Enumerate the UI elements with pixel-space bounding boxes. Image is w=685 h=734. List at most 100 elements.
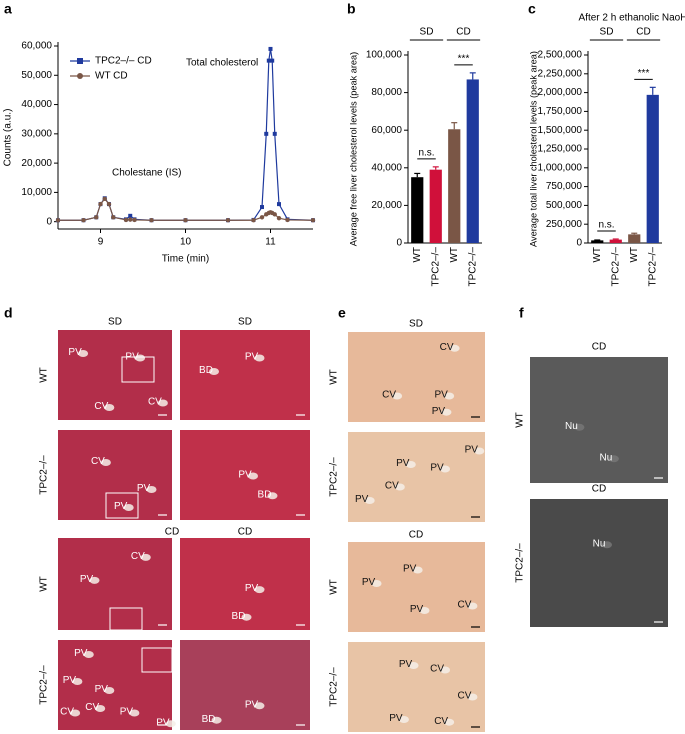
point [102,196,107,202]
row-label: TPC2–/– [515,543,526,583]
bar [448,129,461,243]
column-header: CD [592,484,606,495]
point [272,212,277,217]
image-label: PV [465,445,479,456]
legend-label: TPC2–/– CD [95,56,152,67]
y-tick-label: 2,250,000 [538,68,583,79]
y-tick-label: 40,000 [21,99,52,110]
panel-label: e [338,305,346,321]
vessel [602,541,612,549]
group-label: SD [600,27,614,38]
row-label: WT [329,579,340,595]
row-label: WT [329,369,340,385]
row-label: WT [515,412,526,428]
x-axis-label: Time (min) [162,254,209,265]
column-header: SD [238,317,252,328]
vessel [449,344,460,352]
image-label: CV [385,481,399,492]
vessel [254,586,265,594]
point [55,218,61,223]
vessel [371,580,382,587]
image-label: PV [410,604,424,615]
significance-label: n.s. [598,220,614,231]
vessel [364,497,375,504]
inset-box [141,647,173,673]
panel-label: c [528,1,536,17]
column-header: CD [165,527,179,538]
image-label: CV [382,390,396,401]
micrograph [58,330,172,420]
point [259,215,265,220]
y-tick-label: 750,000 [546,181,583,192]
point [94,215,99,220]
micrograph [348,542,485,632]
vessel [474,447,485,455]
y-tick-label: 1,750,000 [538,106,583,117]
significance-label: *** [638,68,650,79]
image-label: PV [137,483,151,494]
column-header: SD [108,317,122,328]
image-label: PV [63,675,77,686]
vessel [419,607,430,614]
bar [411,177,424,243]
image-label: PV [403,564,417,575]
image-label: PV [68,347,82,358]
vessel [123,504,134,511]
image-label: PV [434,390,448,401]
point [277,202,281,207]
image-label: BD [232,611,246,622]
legend-marker [77,58,83,64]
vessel [405,461,416,468]
y-tick-label: 500,000 [546,200,583,211]
image-label: CV [91,456,105,467]
image-label: PV [396,458,410,469]
image-label: CV [85,702,99,713]
micrograph [180,330,310,420]
vessel [467,602,478,610]
image-label: CV [440,342,454,353]
point [111,215,116,220]
image-label: CV [457,691,471,702]
micrograph [530,357,668,483]
y-tick-label: 1,250,000 [538,144,583,155]
point [270,58,275,63]
vessel [72,678,83,685]
bar [646,94,659,243]
x-tick-label: WT [449,247,460,263]
y-tick-label: 0 [396,238,402,249]
image-label: PV [156,717,170,728]
image-label: CV [60,707,74,718]
image-label: PV [430,463,444,474]
y-tick-label: 50,000 [21,70,52,81]
y-tick-label: 40,000 [371,162,402,173]
significance-label: *** [458,54,470,65]
point [106,201,112,207]
y-axis-label: Counts (a.u.) [3,109,14,167]
panel-label: b [347,1,356,17]
x-tick-label: TPC2–/– [430,247,441,287]
x-tick-label: TPC2–/– [467,247,478,287]
vessel [104,687,115,694]
image-label: PV [95,684,109,695]
vessel [408,662,419,669]
vessel [267,492,278,500]
point [149,218,154,223]
vessel [140,553,151,561]
column-header: SD [409,319,423,330]
image-label: CV [457,600,471,611]
vessel [83,651,94,658]
micrograph [348,642,485,732]
micrograph [180,640,310,730]
vessel [394,483,405,491]
vessel [441,408,452,416]
vessel [254,354,265,362]
image-label: PV [245,352,259,363]
bar [628,234,641,243]
y-tick-label: 0 [46,216,52,227]
point [183,218,188,223]
y-tick-label: 2,500,000 [538,50,583,61]
vessel [444,718,455,726]
y-tick-label: 30,000 [21,128,52,139]
point [264,131,269,136]
